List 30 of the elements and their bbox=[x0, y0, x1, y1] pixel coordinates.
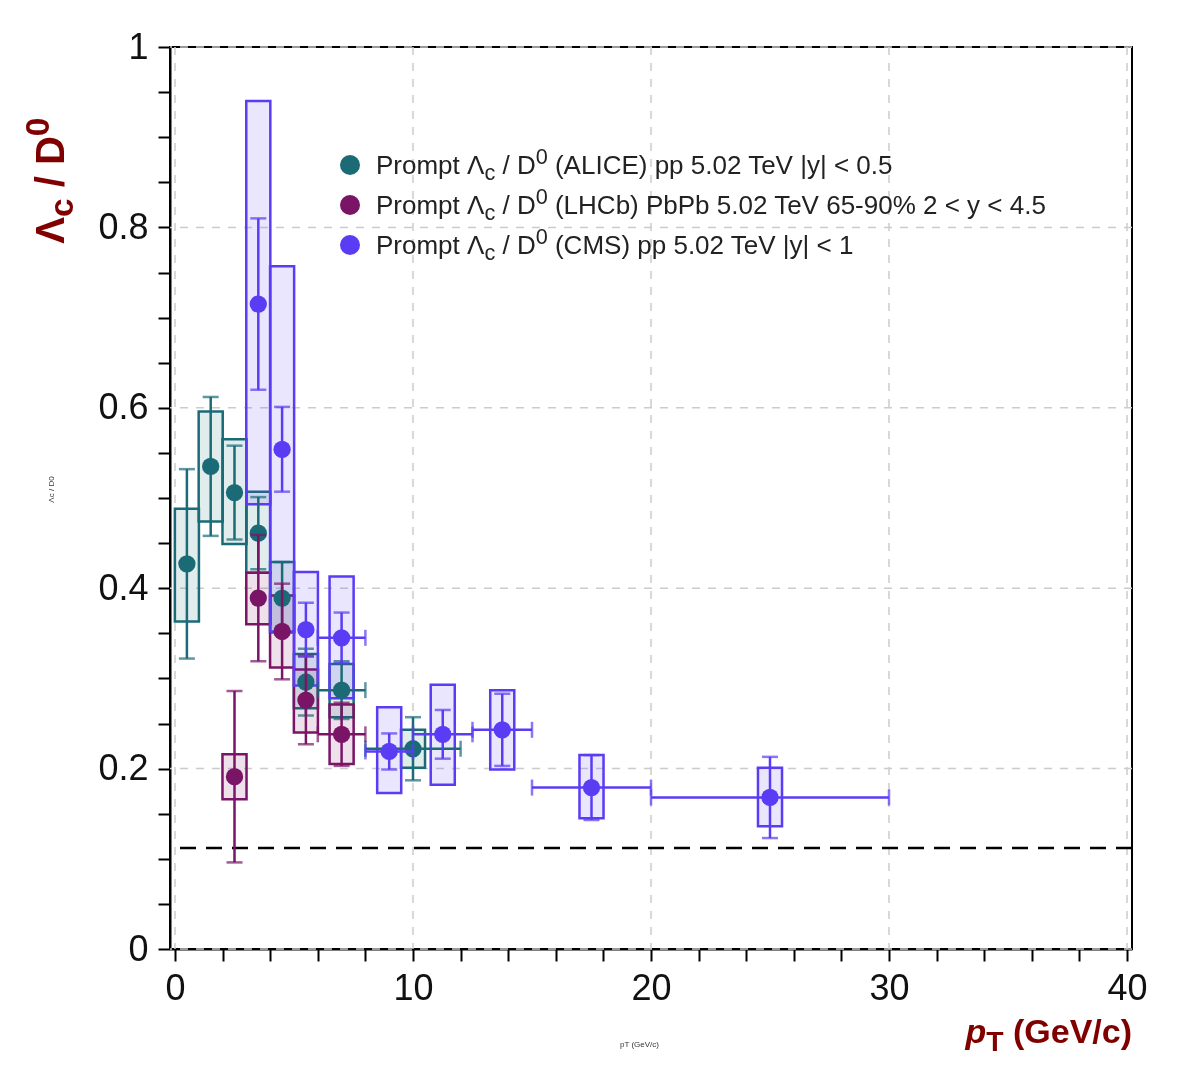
legend-label: Prompt Λ$_{c}$ / D$^{0}$ (ALICE) pp 5.02 TeV |y| < 0.5 bbox=[376, 144, 893, 186]
x-tick-label: 40 bbox=[1107, 966, 1148, 1008]
y-tick-label: 0.4 bbox=[98, 566, 149, 608]
legend-label: Prompt Λ$_{c}$ / D$^{0}$ (CMS) pp 5.02 TeV |y| < 1 bbox=[376, 224, 854, 266]
x-tick-label: 0 bbox=[165, 966, 186, 1008]
bar bbox=[245, 99, 272, 506]
point bbox=[380, 742, 398, 761]
y-tick-label: 0.8 bbox=[98, 205, 149, 247]
text: Λc / D0 bbox=[46, 476, 56, 503]
point bbox=[249, 295, 267, 313]
x-tick-label: 20 bbox=[631, 966, 672, 1008]
y-tick-label: 0 bbox=[128, 927, 149, 969]
bar bbox=[429, 683, 457, 787]
x-axis-title: p$_{T}$ (GeV/c) bbox=[965, 1012, 1132, 1058]
y-tick-label: 0.6 bbox=[98, 386, 149, 428]
point bbox=[178, 555, 196, 573]
point bbox=[202, 457, 220, 476]
point bbox=[225, 483, 244, 502]
point bbox=[297, 621, 315, 639]
point bbox=[332, 629, 351, 647]
y-tick-label: 1 bbox=[128, 25, 149, 67]
text: pT (GeV/c) bbox=[620, 1040, 659, 1049]
point bbox=[273, 440, 291, 458]
y-tick-label: 0.2 bbox=[98, 747, 149, 789]
point bbox=[493, 721, 511, 739]
bar bbox=[268, 264, 296, 633]
x-tick-label: 10 bbox=[393, 966, 434, 1008]
x-tick-label: 30 bbox=[869, 966, 910, 1008]
point bbox=[434, 725, 452, 743]
legend-label: Prompt Λ$_{c}$ / D$^{0}$ (LHCb) PbPb 5.02 TeV 65-90% 2 < y < 4.5 bbox=[376, 184, 1046, 226]
